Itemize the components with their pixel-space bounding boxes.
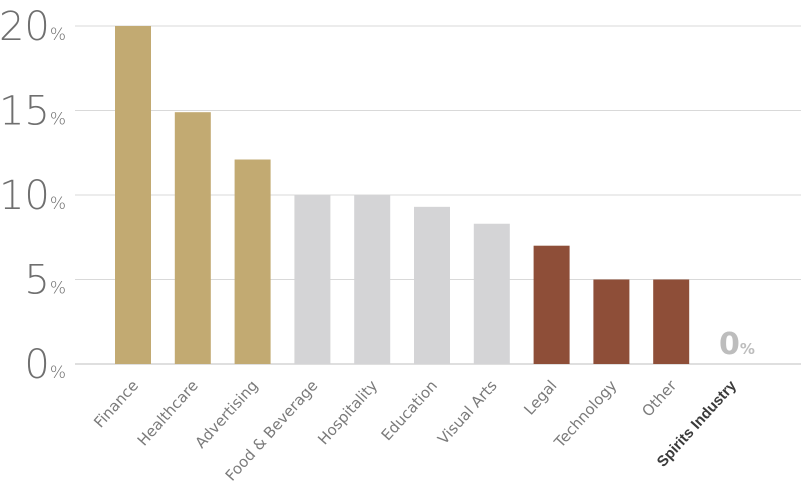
x-tick-label: Visual Arts — [434, 377, 501, 448]
bar-advertising — [234, 159, 271, 364]
y-tick-suffix: % — [50, 25, 66, 45]
bar-hospitality — [354, 195, 391, 364]
y-tick-label: 0% — [24, 342, 66, 388]
y-tick-label: 10% — [0, 173, 66, 219]
bar-healthcare — [174, 112, 211, 364]
y-tick-label: 15% — [0, 89, 66, 135]
y-axis: 0%5%10%15%20% — [0, 4, 66, 388]
x-tick-label: Finance — [90, 377, 142, 432]
annotations: 0% — [719, 327, 755, 362]
y-tick-suffix: % — [50, 363, 66, 383]
x-tick-label: Legal — [520, 377, 560, 419]
x-tick-label: Technology — [550, 377, 620, 452]
bar-education — [414, 206, 450, 364]
annotation-suffix: % — [740, 340, 755, 358]
y-tick-suffix: % — [50, 279, 66, 299]
y-tick-value: 0 — [24, 342, 49, 388]
bars — [115, 26, 690, 364]
bar-legal — [533, 245, 570, 364]
y-tick-value: 10 — [0, 173, 50, 219]
bar-other — [653, 279, 690, 364]
y-tick-value: 5 — [24, 258, 49, 304]
y-tick-value: 20 — [0, 4, 50, 50]
y-tick-suffix: % — [50, 194, 66, 214]
x-tick-label: Other — [638, 376, 680, 420]
y-tick-suffix: % — [50, 110, 66, 130]
bar-food-beverage — [294, 195, 331, 364]
y-tick-label: 5% — [24, 258, 66, 304]
bar-finance — [115, 26, 151, 364]
y-tick-value: 15 — [0, 89, 50, 135]
x-tick-label: Education — [378, 377, 441, 445]
bar-visual-arts — [473, 223, 510, 364]
zero-value-annotation: 0% — [719, 327, 755, 362]
bar-technology — [593, 279, 630, 364]
x-tick-label: Hospitality — [314, 377, 381, 449]
annotation-value: 0 — [719, 327, 740, 362]
y-tick-label: 20% — [0, 4, 66, 50]
